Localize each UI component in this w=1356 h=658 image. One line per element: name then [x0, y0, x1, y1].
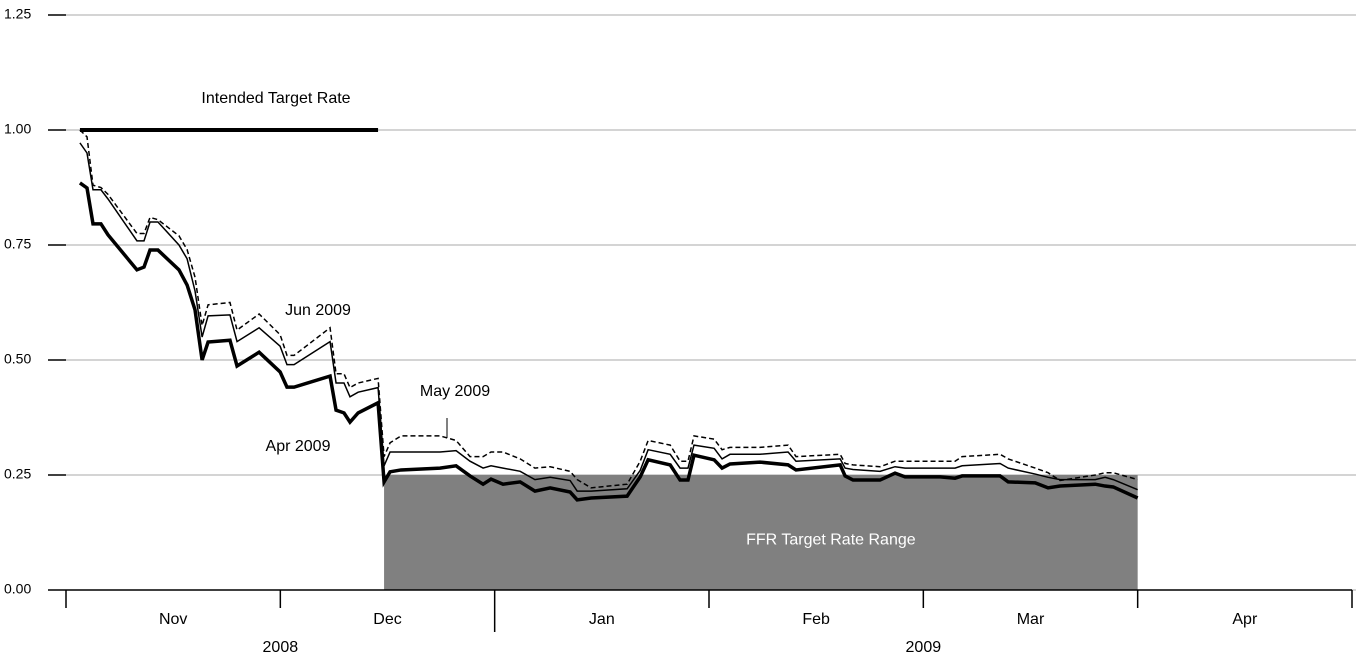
- series-line: [79, 142, 1138, 492]
- y-tick-label: 0.25: [4, 466, 31, 482]
- y-tick-label: 1.00: [4, 121, 31, 137]
- x-tick-label: Jan: [589, 611, 615, 628]
- band-label: FFR Target Rate Range: [746, 532, 916, 549]
- y-tick-label: 0.00: [4, 581, 31, 597]
- x-tick-label: Dec: [373, 611, 401, 628]
- x-tick-label: Feb: [802, 611, 830, 628]
- y-tick-label: 0.75: [4, 236, 31, 252]
- year-label: 2008: [263, 639, 299, 656]
- series-label: May 2009: [420, 383, 490, 400]
- series-label: Apr 2009: [266, 438, 331, 455]
- year-label: 2009: [906, 639, 942, 656]
- series-label: Intended Target Rate: [201, 90, 350, 107]
- series-line: [78, 181, 1139, 502]
- x-tick-label: Nov: [159, 611, 187, 628]
- series-line: [79, 129, 1138, 489]
- y-tick-label: 1.25: [4, 6, 31, 22]
- y-tick-label: 0.50: [4, 351, 31, 367]
- series-label: Jun 2009: [285, 302, 351, 319]
- x-tick-label: Mar: [1017, 611, 1045, 628]
- x-tick-label: Apr: [1232, 611, 1258, 628]
- band: [384, 475, 1138, 590]
